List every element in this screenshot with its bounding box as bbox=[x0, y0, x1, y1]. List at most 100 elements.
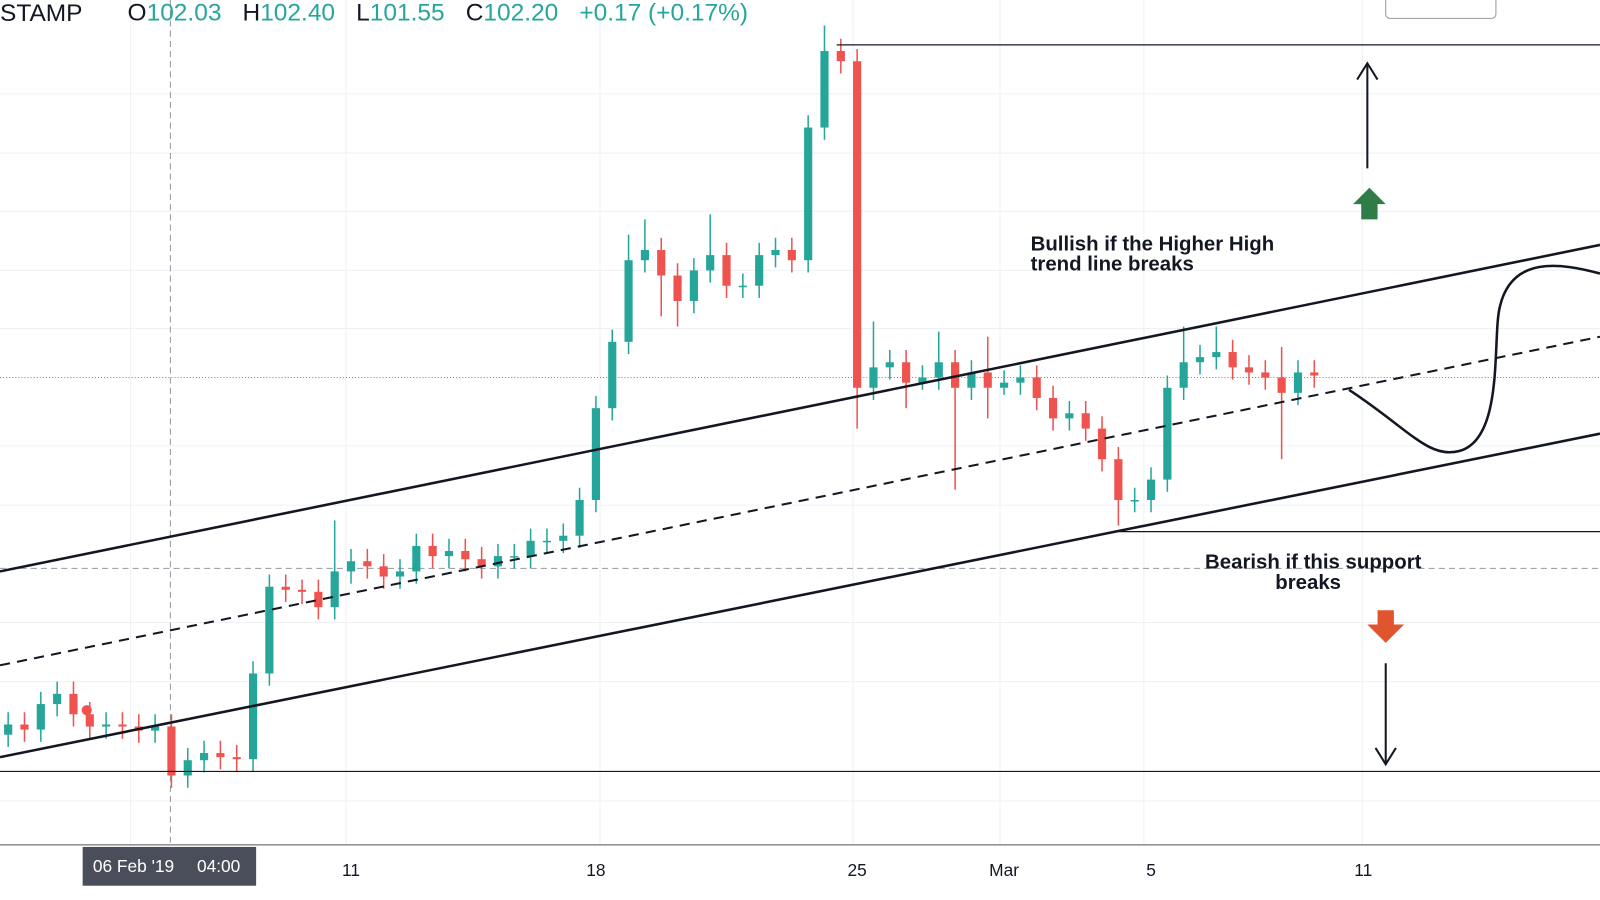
candle-body bbox=[151, 726, 160, 731]
candle-body bbox=[1212, 352, 1221, 358]
candle-body bbox=[657, 250, 666, 276]
candle-body bbox=[967, 372, 976, 388]
x-tick-label: 11 bbox=[1354, 860, 1372, 880]
candle-body bbox=[853, 61, 862, 388]
candle-body bbox=[53, 693, 62, 705]
candle-body bbox=[526, 540, 535, 557]
drawings bbox=[0, 0, 1600, 773]
low-label: L bbox=[356, 0, 370, 27]
x-tick-label: 5 bbox=[1146, 860, 1156, 880]
candle-body bbox=[1228, 352, 1237, 368]
candle-body bbox=[1244, 367, 1254, 373]
candle-body bbox=[1261, 372, 1270, 378]
candle-body bbox=[673, 275, 682, 302]
candle-body bbox=[461, 551, 470, 560]
close-label: C bbox=[466, 0, 484, 27]
high-label: H bbox=[243, 0, 261, 27]
candle-body bbox=[36, 704, 45, 730]
candle-body bbox=[836, 51, 845, 62]
up-arrow-icon bbox=[1353, 187, 1386, 220]
candle-body bbox=[1016, 377, 1025, 383]
candle-body bbox=[200, 753, 209, 761]
candle-body bbox=[624, 260, 633, 342]
candle-body bbox=[771, 250, 780, 256]
candle-body bbox=[542, 540, 552, 543]
candle-body bbox=[216, 753, 225, 758]
crosshair-time: 04:00 bbox=[197, 856, 240, 876]
candle-body bbox=[689, 270, 698, 302]
candle-body bbox=[1310, 372, 1319, 376]
candle-body bbox=[1195, 357, 1205, 363]
candle-body bbox=[722, 255, 731, 286]
candle-body bbox=[314, 591, 323, 608]
candle-body bbox=[493, 556, 503, 567]
candle-body bbox=[281, 586, 290, 590]
bullish-note: trend line breaks bbox=[1031, 254, 1194, 276]
candle-body bbox=[559, 535, 568, 541]
candle-body bbox=[297, 589, 307, 592]
candle-body bbox=[102, 724, 111, 727]
candle-body bbox=[934, 362, 943, 378]
x-tick-label: 18 bbox=[586, 860, 605, 880]
candle-body bbox=[869, 367, 878, 388]
candle-body bbox=[738, 285, 747, 288]
candle-body bbox=[1146, 479, 1156, 500]
candle-body bbox=[608, 341, 617, 409]
candle-body bbox=[444, 551, 454, 557]
bearish-note: breaks bbox=[1275, 572, 1341, 594]
candle-body bbox=[885, 362, 894, 368]
symbol: STAMP bbox=[0, 0, 82, 27]
marker-dot bbox=[81, 705, 92, 716]
candles bbox=[4, 25, 1319, 788]
candle-body bbox=[412, 545, 421, 572]
candle-body bbox=[428, 545, 437, 557]
candle-body bbox=[1097, 428, 1107, 460]
candle-body bbox=[510, 556, 519, 558]
open-value: 102.03 bbox=[147, 0, 222, 27]
candle-body bbox=[1293, 372, 1303, 393]
bullish-note: Bullish if the Higher High bbox=[1031, 233, 1275, 255]
x-tick-label: 11 bbox=[342, 860, 360, 880]
candle-body bbox=[1065, 413, 1074, 419]
candle-body bbox=[902, 362, 911, 383]
candle-body bbox=[477, 559, 486, 567]
candle-body bbox=[395, 571, 405, 577]
candle-body bbox=[640, 250, 649, 261]
candle-body bbox=[118, 724, 127, 727]
candle-body bbox=[1179, 362, 1188, 388]
ohlc-header: O102.03 H102.40 L101.55 C102.20 +0.17 (+… bbox=[128, 0, 748, 27]
candle-body bbox=[1114, 459, 1123, 500]
candle-body bbox=[706, 255, 715, 271]
candle-body bbox=[248, 673, 258, 760]
open-label: O bbox=[128, 0, 147, 27]
crosshair-date: 06 Feb '19 bbox=[93, 856, 174, 876]
candle-body bbox=[804, 127, 813, 261]
candle-body bbox=[1000, 382, 1009, 388]
candle-body bbox=[575, 500, 584, 536]
bearish-note: Bearish if this support bbox=[1205, 552, 1422, 574]
x-tick-label: Mar bbox=[989, 860, 1019, 880]
candle-body bbox=[167, 726, 176, 776]
candle-body bbox=[379, 566, 388, 577]
candle-body bbox=[69, 693, 78, 715]
candle-body bbox=[983, 372, 992, 388]
candle-body bbox=[1048, 397, 1058, 419]
candle-body bbox=[4, 724, 13, 735]
candle-body bbox=[232, 757, 241, 760]
crosshair-label-bg bbox=[82, 846, 257, 886]
candle-body bbox=[183, 760, 192, 776]
candle-body bbox=[1130, 500, 1139, 502]
candle-body bbox=[1081, 413, 1090, 429]
candle-body bbox=[346, 561, 356, 572]
candle-body bbox=[951, 362, 960, 388]
low-value: 101.55 bbox=[370, 0, 445, 27]
candle-body bbox=[787, 250, 796, 261]
candle-body bbox=[755, 255, 764, 286]
candle-body bbox=[918, 377, 927, 383]
candle-body bbox=[330, 571, 339, 608]
candle-body bbox=[1277, 377, 1286, 393]
close-value: 102.20 bbox=[483, 0, 558, 27]
candle-body bbox=[85, 714, 94, 727]
